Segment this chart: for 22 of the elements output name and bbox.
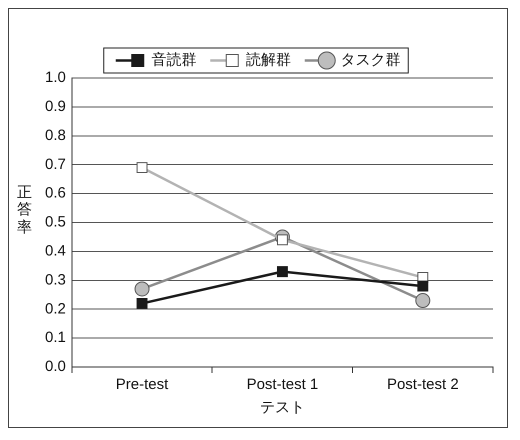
x-axis-title: テスト [260,399,305,416]
point [276,266,288,278]
y-tick-label: 0.8 [44,126,66,144]
x-tick-label: Post-test 2 [386,376,459,394]
y-axis-title: 正答率 [17,184,33,236]
point [136,298,148,309]
y-tick-label: 0.6 [44,184,66,202]
y-tick-label: 0.7 [44,156,66,173]
y-tick-label: 0.1 [44,329,66,346]
y-tick-label: 0.4 [44,242,66,260]
y-tick-label: 0.0 [44,358,66,376]
x-tick-label: Pre-test [116,376,170,394]
y-tick-label: 1.0 [44,69,66,86]
y-tick-label: 0.2 [44,300,66,318]
y-tick-label: 0.9 [44,98,66,116]
x-tick-label: Post-test 1 [246,376,318,394]
legend-label: タスク群 [340,52,400,69]
point [417,280,428,292]
y-tick-label: 0.5 [44,214,66,231]
legend-label: 音読群 [151,52,196,69]
legend-label: 読解群 [246,52,291,69]
y-tick-label: 0.3 [44,271,66,288]
